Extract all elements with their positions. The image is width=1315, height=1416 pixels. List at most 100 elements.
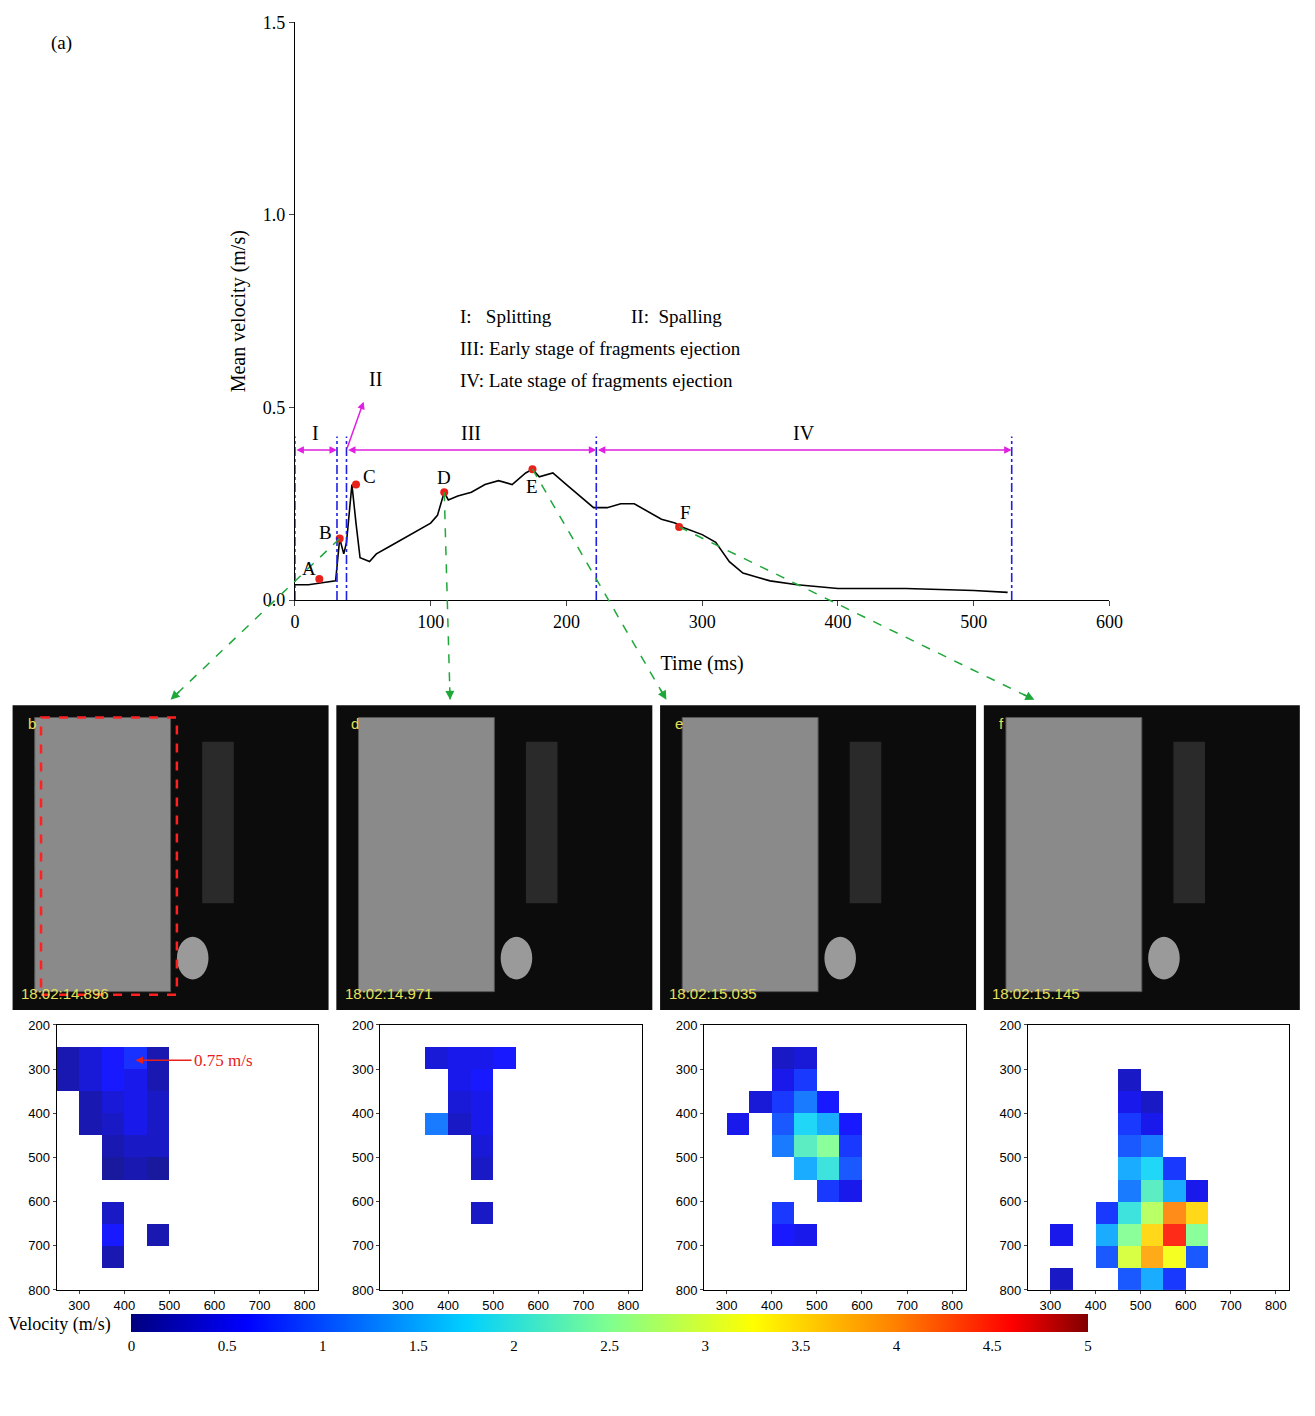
svg-text:200: 200 — [1000, 1017, 1022, 1032]
svg-text:500: 500 — [482, 1298, 504, 1313]
svg-text:0.0: 0.0 — [263, 590, 286, 610]
svg-text:5: 5 — [1084, 1338, 1092, 1354]
svg-text:F: F — [680, 502, 691, 523]
svg-text:I: Splitting: I: Splitting — [460, 306, 552, 327]
svg-text:800: 800 — [352, 1282, 374, 1297]
svg-text:700: 700 — [249, 1298, 271, 1313]
svg-text:1.5: 1.5 — [263, 13, 286, 33]
svg-text:700: 700 — [1000, 1238, 1022, 1253]
svg-text:2.5: 2.5 — [600, 1338, 619, 1354]
svg-text:100: 100 — [417, 612, 444, 632]
svg-text:0: 0 — [290, 612, 299, 632]
svg-text:500: 500 — [28, 1150, 50, 1165]
svg-text:18:02:14.896: 18:02:14.896 — [21, 985, 109, 1002]
svg-text:800: 800 — [676, 1282, 698, 1297]
svg-text:300: 300 — [689, 612, 716, 632]
svg-text:200: 200 — [28, 1017, 50, 1032]
svg-text:500: 500 — [806, 1298, 828, 1313]
svg-text:700: 700 — [676, 1238, 698, 1253]
svg-text:400: 400 — [1085, 1298, 1107, 1313]
svg-text:400: 400 — [761, 1298, 783, 1313]
svg-text:3.5: 3.5 — [792, 1338, 811, 1354]
svg-text:500: 500 — [960, 612, 987, 632]
svg-text:300: 300 — [716, 1298, 738, 1313]
svg-text:600: 600 — [1175, 1298, 1197, 1313]
svg-text:600: 600 — [352, 1194, 374, 1209]
svg-text:800: 800 — [1000, 1282, 1022, 1297]
svg-text:4.5: 4.5 — [983, 1338, 1002, 1354]
svg-text:B: B — [319, 522, 332, 543]
svg-text:800: 800 — [618, 1298, 640, 1313]
svg-text:600: 600 — [527, 1298, 549, 1313]
svg-text:1.5: 1.5 — [409, 1338, 428, 1354]
svg-text:Mean velocity (m/s): Mean velocity (m/s) — [227, 230, 250, 392]
svg-text:500: 500 — [159, 1298, 181, 1313]
svg-text:600: 600 — [1096, 612, 1123, 632]
svg-text:600: 600 — [28, 1194, 50, 1209]
svg-text:400: 400 — [676, 1106, 698, 1121]
svg-text:A: A — [302, 558, 316, 579]
svg-text:0.5: 0.5 — [263, 398, 286, 418]
svg-text:300: 300 — [28, 1062, 50, 1077]
svg-text:1: 1 — [319, 1338, 327, 1354]
svg-text:400: 400 — [437, 1298, 459, 1313]
svg-text:600: 600 — [851, 1298, 873, 1313]
svg-text:600: 600 — [676, 1194, 698, 1209]
svg-text:700: 700 — [28, 1238, 50, 1253]
svg-text:500: 500 — [352, 1150, 374, 1165]
svg-text:d: d — [351, 715, 359, 732]
svg-text:3: 3 — [702, 1338, 710, 1354]
svg-text:600: 600 — [204, 1298, 226, 1313]
svg-text:800: 800 — [28, 1282, 50, 1297]
svg-text:I: I — [312, 422, 319, 444]
svg-text:600: 600 — [1000, 1194, 1022, 1209]
svg-text:Time (ms): Time (ms) — [661, 652, 744, 675]
svg-text:400: 400 — [824, 612, 851, 632]
svg-text:IV: Late stage of fragments ej: IV: Late stage of fragments ejection — [460, 370, 733, 391]
svg-text:0.75 m/s: 0.75 m/s — [194, 1051, 253, 1070]
svg-text:800: 800 — [1265, 1298, 1287, 1313]
svg-text:0: 0 — [128, 1338, 136, 1354]
svg-text:18:02:14.971: 18:02:14.971 — [345, 985, 433, 1002]
svg-text:18:02:15.035: 18:02:15.035 — [669, 985, 757, 1002]
svg-text:E: E — [526, 476, 538, 497]
svg-text:III: III — [461, 422, 481, 444]
svg-text:f: f — [999, 715, 1004, 732]
svg-text:Velocity (m/s): Velocity (m/s) — [8, 1314, 110, 1335]
svg-text:500: 500 — [1130, 1298, 1152, 1313]
svg-text:e: e — [675, 715, 683, 732]
svg-text:300: 300 — [392, 1298, 414, 1313]
svg-text:200: 200 — [553, 612, 580, 632]
svg-text:500: 500 — [1000, 1150, 1022, 1165]
svg-text:IV: IV — [793, 422, 815, 444]
svg-text:400: 400 — [28, 1106, 50, 1121]
svg-text:400: 400 — [113, 1298, 135, 1313]
svg-text:1.0: 1.0 — [263, 205, 286, 225]
svg-text:300: 300 — [1000, 1062, 1022, 1077]
svg-text:700: 700 — [572, 1298, 594, 1313]
svg-text:C: C — [363, 466, 376, 487]
svg-text:300: 300 — [676, 1062, 698, 1077]
svg-text:700: 700 — [352, 1238, 374, 1253]
svg-text:200: 200 — [352, 1017, 374, 1032]
svg-text:D: D — [437, 467, 451, 488]
svg-text:500: 500 — [676, 1150, 698, 1165]
svg-text:300: 300 — [352, 1062, 374, 1077]
svg-text:II: Spalling: II: Spalling — [631, 306, 722, 327]
svg-text:200: 200 — [676, 1017, 698, 1032]
svg-text:700: 700 — [896, 1298, 918, 1313]
svg-text:III: Early stage of fragments: III: Early stage of fragments ejection — [460, 338, 741, 359]
svg-text:400: 400 — [1000, 1106, 1022, 1121]
svg-text:800: 800 — [294, 1298, 316, 1313]
svg-text:0.5: 0.5 — [218, 1338, 237, 1354]
svg-text:700: 700 — [1220, 1298, 1242, 1313]
svg-text:800: 800 — [941, 1298, 963, 1313]
svg-text:4: 4 — [893, 1338, 901, 1354]
svg-text:18:02:15.145: 18:02:15.145 — [992, 985, 1080, 1002]
svg-text:II: II — [369, 368, 382, 390]
svg-text:300: 300 — [1040, 1298, 1062, 1313]
svg-text:2: 2 — [510, 1338, 518, 1354]
svg-text:b: b — [28, 715, 36, 732]
svg-text:400: 400 — [352, 1106, 374, 1121]
svg-text:(a): (a) — [51, 32, 72, 54]
